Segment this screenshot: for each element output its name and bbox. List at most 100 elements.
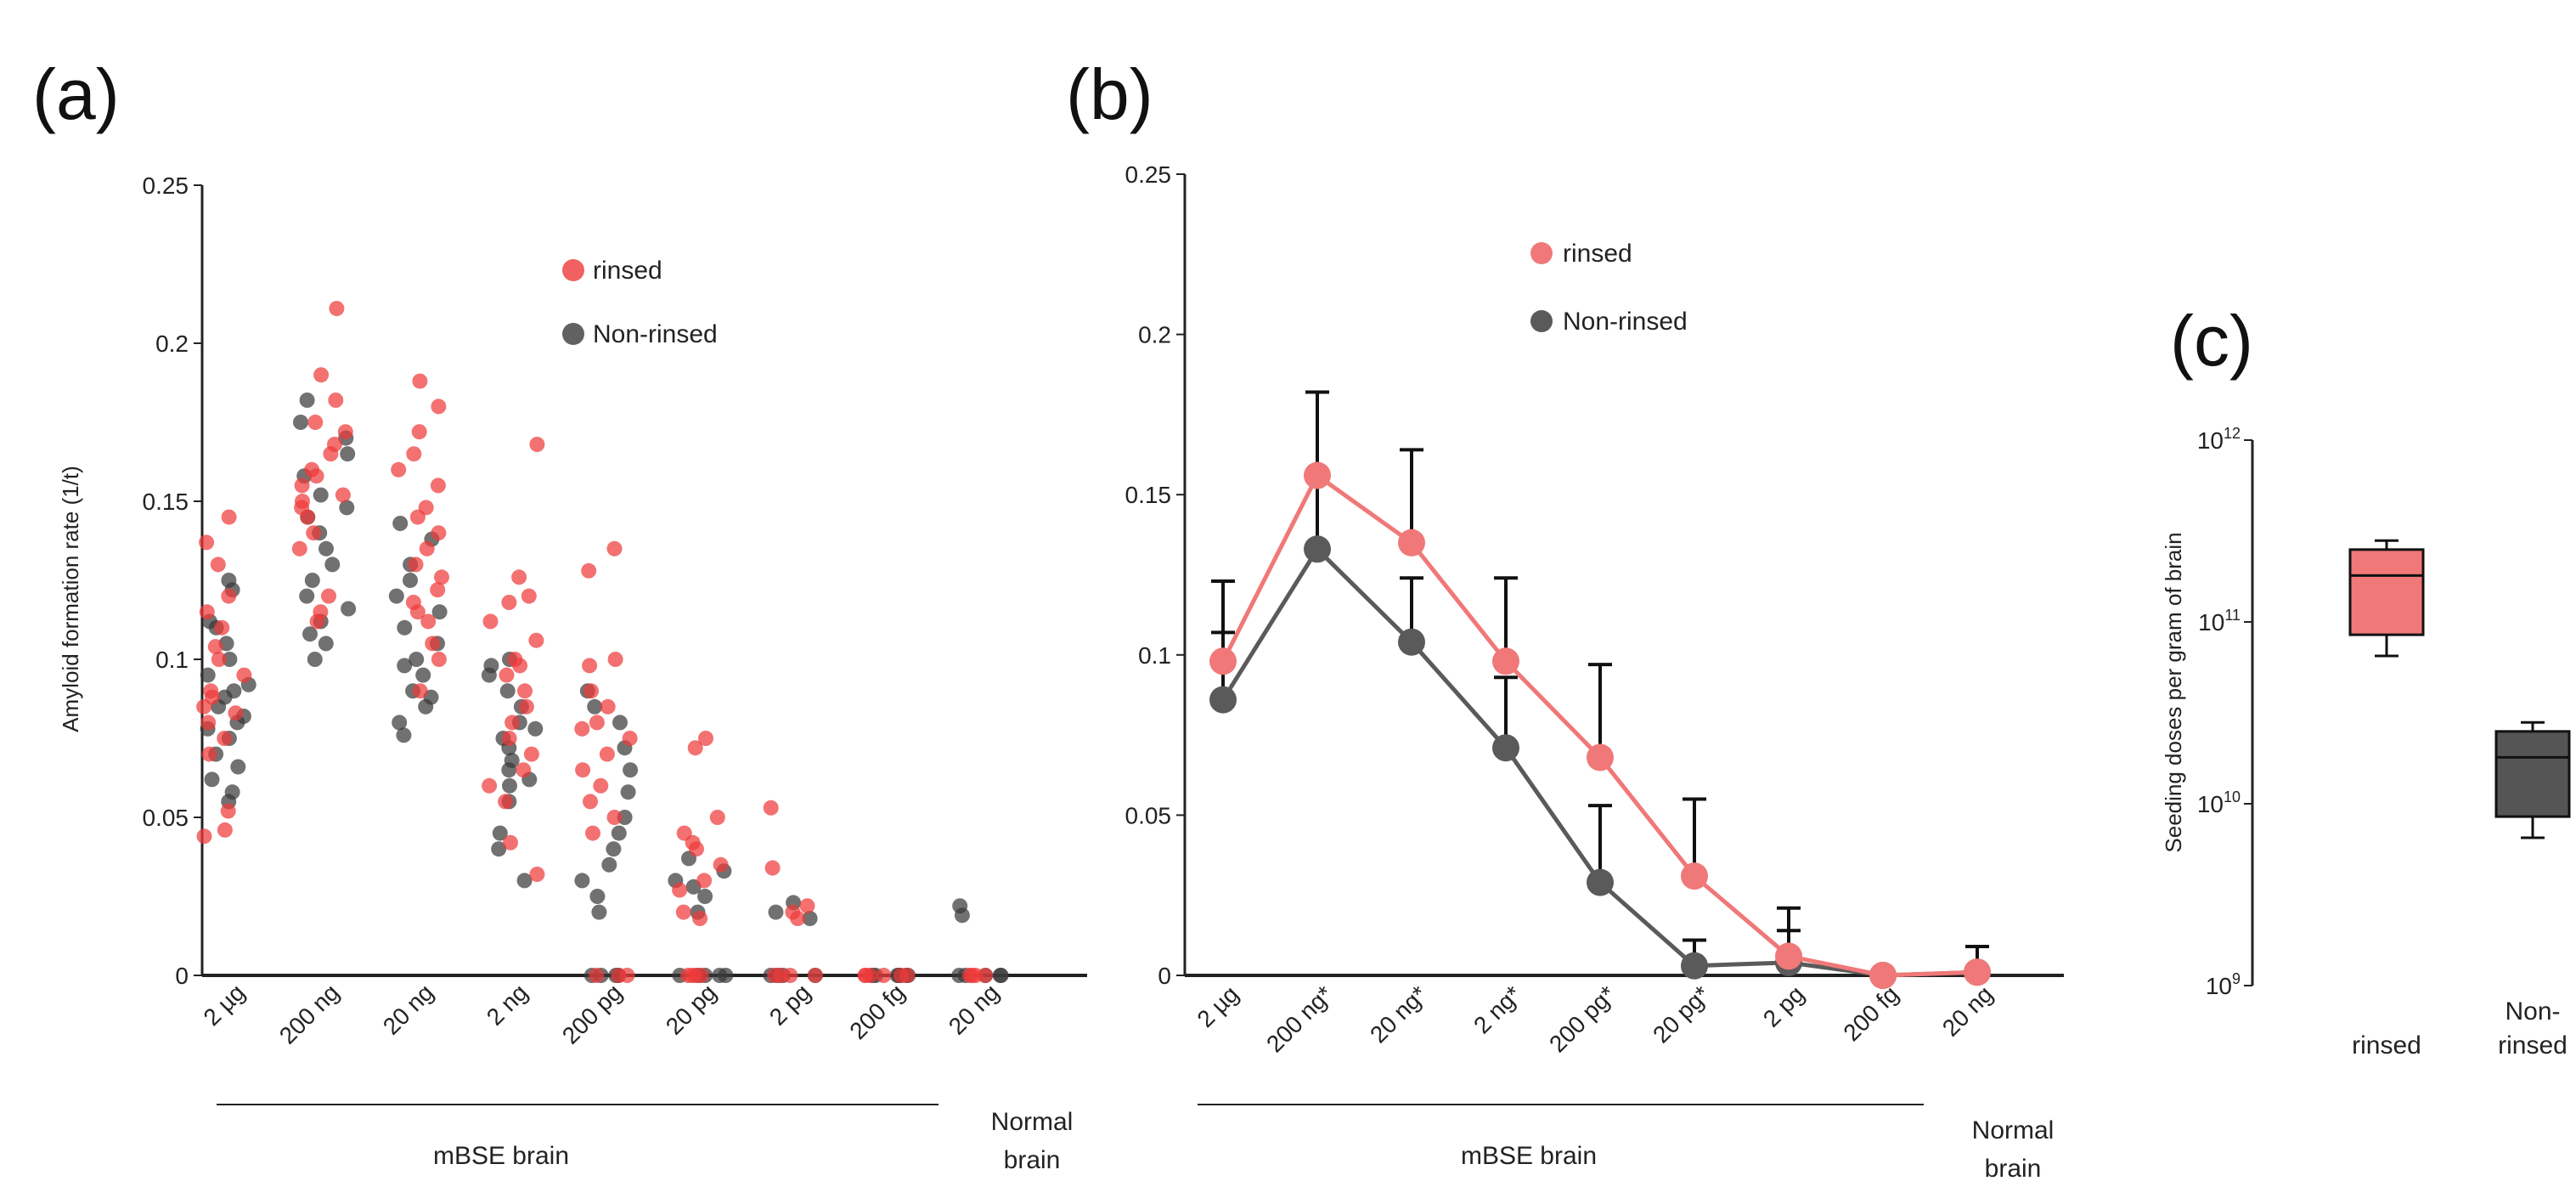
panel-a-point-rinsed	[482, 777, 498, 794]
panel-a-point-rinsed	[622, 731, 638, 746]
panel-a-group-normal-1: Normal	[991, 1108, 1074, 1136]
panel-a-point-rinsed	[309, 613, 325, 630]
panel-b-point-rinsed	[1869, 962, 1897, 989]
panel-a-point-rinsed	[516, 762, 532, 778]
panel-b-category-label: 20 ng*	[1365, 980, 1432, 1048]
panel-a-point-rinsed	[207, 639, 223, 655]
panel-a-point-nonrinsed	[601, 856, 617, 873]
panel-a-point-rinsed	[504, 715, 521, 731]
panel-a-point-rinsed	[220, 803, 236, 819]
panel-a-chart: Amyloid formation rate (1/t) 0 0.05 0.1 0.1…	[58, 172, 1087, 1174]
panel-a-point-rinsed	[675, 904, 691, 920]
panel-a-point-rinsed	[696, 873, 713, 889]
panel-b-ytick-label: 0.1	[1138, 642, 1171, 669]
panel-a-point-rinsed	[199, 604, 215, 620]
panel-a-point-rinsed	[619, 968, 635, 983]
panel-a-point-rinsed	[764, 860, 781, 876]
panel-a-point-nonrinsed	[574, 873, 590, 889]
panel-a-point-nonrinsed	[396, 727, 412, 743]
panel-a-point-rinsed	[692, 911, 708, 926]
panel-c-cat-rinsed: rinsed	[2352, 1031, 2421, 1060]
panel-b-point-nonrinsed	[1681, 952, 1708, 980]
panel-b-group-normal-2: brain	[1985, 1155, 2042, 1183]
panel-a-point-rinsed	[589, 968, 605, 983]
panel-b-ytick-label: 0.15	[1125, 482, 1172, 508]
panel-b-category-label: 2 pg	[1758, 980, 1809, 1031]
panel-b-point-rinsed	[1398, 528, 1425, 557]
panel-a-point-rinsed	[589, 715, 605, 731]
panel-a-point-rinsed	[529, 867, 545, 882]
panel-a-point-rinsed	[689, 841, 704, 857]
panel-c-ytick-label: 1012	[2197, 425, 2241, 454]
panel-a-point-rinsed	[409, 509, 426, 525]
panel-a-ytick-label: 0.1	[155, 647, 189, 673]
panel-a-point-nonrinsed	[318, 636, 334, 652]
panel-b-category-label: 20 pg*	[1648, 980, 1715, 1048]
panel-a-point-rinsed	[236, 667, 252, 683]
panel-a-point-nonrinsed	[392, 715, 408, 731]
panel-a-point-rinsed	[335, 487, 351, 503]
panel-a-point-rinsed	[518, 698, 534, 715]
panel-a-point-rinsed	[482, 613, 499, 630]
panel-a-point-nonrinsed	[299, 393, 315, 408]
panel-a-point-rinsed	[294, 478, 310, 494]
panel-a-point-rinsed	[600, 698, 616, 715]
panel-a-point-nonrinsed	[768, 904, 784, 920]
panel-a-point-rinsed	[512, 658, 528, 674]
panel-a-category-label: 200 fg	[844, 979, 910, 1044]
panel-a-point-rinsed	[857, 968, 873, 983]
panel-a-point-nonrinsed	[499, 683, 516, 699]
panel-b-ytick-label: 0.2	[1138, 322, 1171, 348]
panel-a-point-rinsed	[763, 800, 779, 816]
panel-a-point-rinsed	[499, 667, 515, 683]
panel-a-point-rinsed	[672, 882, 688, 898]
panel-c-box-nonrinsed	[2494, 730, 2571, 818]
panel-b-point-rinsed	[1492, 647, 1519, 675]
panel-a-point-rinsed	[684, 968, 700, 983]
panel-a-point-rinsed	[306, 525, 322, 541]
panel-a-point-rinsed	[420, 613, 437, 630]
panel-a-point-rinsed	[300, 509, 316, 525]
panel-b-category-label: 20 ng	[1937, 980, 1998, 1041]
panel-b-category-label: 2 µg	[1192, 980, 1243, 1032]
panel-a-point-rinsed	[517, 683, 533, 699]
panel-a-point-rinsed	[511, 569, 527, 585]
panel-a-point-rinsed	[709, 810, 725, 825]
panel-a-point-rinsed	[412, 373, 428, 389]
panel-a-point-rinsed	[391, 461, 407, 478]
panel-a-point-nonrinsed	[302, 626, 318, 642]
panel-a-point-rinsed	[773, 968, 789, 983]
panel-a-point-rinsed	[599, 746, 615, 762]
panel-a-point-nonrinsed	[418, 698, 434, 715]
panel-a-point-nonrinsed	[502, 777, 517, 794]
panel-b-point-nonrinsed	[1492, 734, 1519, 762]
panel-a-point-rinsed	[876, 968, 892, 983]
panel-a-point-rinsed	[196, 698, 212, 715]
panel-a-point-nonrinsed	[620, 784, 636, 800]
panel-a-point-rinsed	[606, 810, 623, 825]
panel-a-point-rinsed	[583, 794, 598, 810]
panel-a-point-rinsed	[528, 632, 544, 648]
panel-a-ytick-label: 0.15	[143, 489, 189, 515]
panel-a-legend-nonrinsed: Non-rinsed	[593, 320, 718, 348]
panel-c-ytick-label: 109	[2206, 970, 2241, 999]
panel-a-point-nonrinsed	[492, 825, 508, 841]
panel-a-category-label: 200 ng	[274, 979, 344, 1048]
panel-a-point-nonrinsed	[324, 557, 341, 573]
panel-a-point-nonrinsed	[304, 573, 320, 588]
panel-a-ytick-label: 0.2	[155, 331, 189, 357]
panel-a-ylabel: Amyloid formation rate (1/t)	[58, 466, 83, 732]
panel-c-cat-nonrinsed-1: Non-	[2505, 997, 2560, 1026]
panel-b-point-nonrinsed	[1209, 686, 1237, 714]
panel-a-point-nonrinsed	[388, 588, 404, 604]
panel-a-point-nonrinsed	[802, 911, 818, 926]
panel-a-point-rinsed	[574, 720, 590, 737]
panel-a-point-nonrinsed	[318, 540, 334, 557]
panel-a-point-nonrinsed	[293, 415, 308, 430]
panel-a-point-rinsed	[431, 398, 447, 415]
panel-a-point-nonrinsed	[993, 968, 1009, 983]
panel-a-point-rinsed	[961, 968, 978, 983]
panel-a-point-nonrinsed	[612, 715, 628, 731]
panel-a-point-nonrinsed	[697, 889, 713, 904]
panel-a-legend-rinsed-marker	[562, 259, 584, 281]
